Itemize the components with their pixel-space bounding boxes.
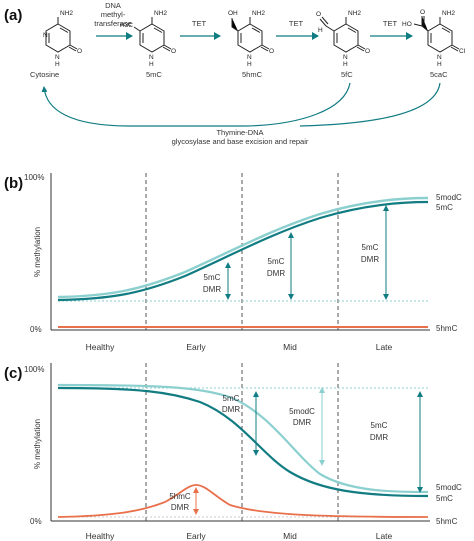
panel-b-stage-late: Late xyxy=(376,342,393,352)
svg-text:NH2: NH2 xyxy=(252,10,265,17)
panel-c-5hmc-curve xyxy=(57,484,429,518)
5mc-label: 5mC xyxy=(146,70,162,79)
5hmc-molecule: OH NH2 N H O xyxy=(228,10,274,68)
panel-b-y-bottom: 0% xyxy=(30,325,42,334)
5cac-molecule: HO O NH2 N H Cl xyxy=(402,9,466,68)
svg-text:NH2: NH2 xyxy=(442,10,455,17)
panel-c-y-bottom: 0% xyxy=(30,517,42,526)
dnmt-label-line3: transferase xyxy=(94,19,132,28)
5hmc-label: 5hmC xyxy=(242,70,263,79)
panel-c-5mc-curve xyxy=(57,386,429,498)
svg-text:H: H xyxy=(343,61,348,68)
panel-c-series-5modc: 5modC xyxy=(436,483,462,492)
panel-c-stage-mid: Mid xyxy=(283,531,297,541)
panel-c-series-5mc: 5mC xyxy=(436,494,453,503)
svg-text:NH2: NH2 xyxy=(60,10,73,17)
svg-text:O: O xyxy=(269,48,274,55)
svg-text:H: H xyxy=(55,61,60,68)
tet-label-3: TET xyxy=(383,19,398,28)
svg-text:N: N xyxy=(149,54,154,61)
panel-b-series-5mc: 5mC xyxy=(436,203,453,212)
5fc-label: 5fC xyxy=(341,70,353,79)
panel-c-5modc-curve xyxy=(57,383,429,494)
panel-c-dmr-5modc-l1: 5modC xyxy=(289,407,315,416)
svg-text:NH2: NH2 xyxy=(348,10,361,17)
panel-c-label: (c) xyxy=(4,365,22,382)
svg-text:Cl: Cl xyxy=(459,48,466,55)
cytosine-molecule: NH2 N N H O xyxy=(43,10,82,68)
5mc-molecule: H3C NH2 N H O xyxy=(120,10,176,68)
svg-text:O: O xyxy=(77,48,82,55)
panel-c-stage-late: Late xyxy=(376,531,393,541)
svg-text:OH: OH xyxy=(228,10,238,17)
panel-c-dmr-5hmc-l2: DMR xyxy=(171,503,189,512)
dnmt-label-line1: DNA xyxy=(105,1,121,10)
repair-text-line2: glycosylase and base excision and repair xyxy=(172,137,309,146)
panel-c-ylabel: % methylation xyxy=(33,419,42,469)
panel-b-stage-mid: Mid xyxy=(283,342,297,352)
panel-b-chart: 100% 0% % methylation 5mC DMR 5mC DMR 5m… xyxy=(24,173,462,352)
panel-b-dmr1-l2: DMR xyxy=(203,285,221,294)
svg-text:O: O xyxy=(171,48,176,55)
repair-loop-arrow-5cac xyxy=(299,82,441,127)
svg-text:H: H xyxy=(149,61,154,68)
panel-c-dmr-5modc-l2: DMR xyxy=(293,418,311,427)
panel-b-5mc-curve xyxy=(57,200,429,302)
svg-text:O: O xyxy=(316,11,321,18)
svg-text:H: H xyxy=(247,61,252,68)
svg-text:H: H xyxy=(318,27,323,34)
panel-c-chart: 100% 0% % methylation 5mC DMR 5modC DMR … xyxy=(24,363,462,541)
svg-text:HO: HO xyxy=(402,21,412,28)
panel-c-dmr-5mc-l2: DMR xyxy=(222,405,240,414)
panel-b-series-5modc: 5modC xyxy=(436,193,462,202)
svg-text:O: O xyxy=(420,9,425,16)
panel-b-5modc-curve xyxy=(57,196,429,299)
svg-text:N: N xyxy=(43,32,48,39)
panel-b-series-5hmc: 5hmC xyxy=(436,324,458,333)
tet-label-2: TET xyxy=(289,19,304,28)
panel-b-stage-healthy: Healthy xyxy=(86,342,116,352)
panel-b-dmr2-l2: DMR xyxy=(267,269,285,278)
svg-text:N: N xyxy=(437,54,442,61)
tet-label-1: TET xyxy=(192,19,207,28)
svg-text:NH2: NH2 xyxy=(154,10,167,17)
repair-text-line1: Thymine-DNA xyxy=(216,128,263,137)
panel-c-dmr-5mc-late-l1: 5mC xyxy=(371,421,388,430)
svg-text:H3C: H3C xyxy=(120,22,133,29)
svg-text:H: H xyxy=(437,61,442,68)
svg-text:O: O xyxy=(365,48,370,55)
5cac-label: 5caC xyxy=(430,70,448,79)
svg-text:N: N xyxy=(247,54,252,61)
panel-c-dmr-5hmc-l1: 5hmC xyxy=(169,492,191,501)
panel-c-dmr-5mc-late-l2: DMR xyxy=(370,433,388,442)
panel-c-stage-healthy: Healthy xyxy=(86,531,116,541)
panel-b-stage-early: Early xyxy=(186,342,206,352)
svg-text:N: N xyxy=(55,54,60,61)
panel-b-dmr2-l1: 5mC xyxy=(268,257,285,266)
panel-a-label: (a) xyxy=(4,7,22,24)
panel-b-ylabel: % methylation xyxy=(33,227,42,277)
panel-c-y-top: 100% xyxy=(24,365,44,374)
svg-text:N: N xyxy=(343,54,348,61)
panel-c-dmr-5mc-l1: 5mC xyxy=(223,394,240,403)
panel-b-dmr1-l1: 5mC xyxy=(204,273,221,282)
5fc-molecule: O H NH2 N H O xyxy=(316,10,370,68)
dnmt-label-line2: methyl- xyxy=(101,10,126,19)
repair-loop-arrow xyxy=(41,82,351,127)
panel-b-label: (b) xyxy=(4,175,23,192)
panel-c-stage-early: Early xyxy=(186,531,206,541)
panel-c-series-5hmc: 5hmC xyxy=(436,517,458,526)
panel-b-dmr3-l2: DMR xyxy=(361,255,379,264)
cytosine-label: Cytosine xyxy=(30,70,59,79)
panel-b-dmr3-l1: 5mC xyxy=(362,243,379,252)
panel-b-y-top: 100% xyxy=(24,173,44,182)
